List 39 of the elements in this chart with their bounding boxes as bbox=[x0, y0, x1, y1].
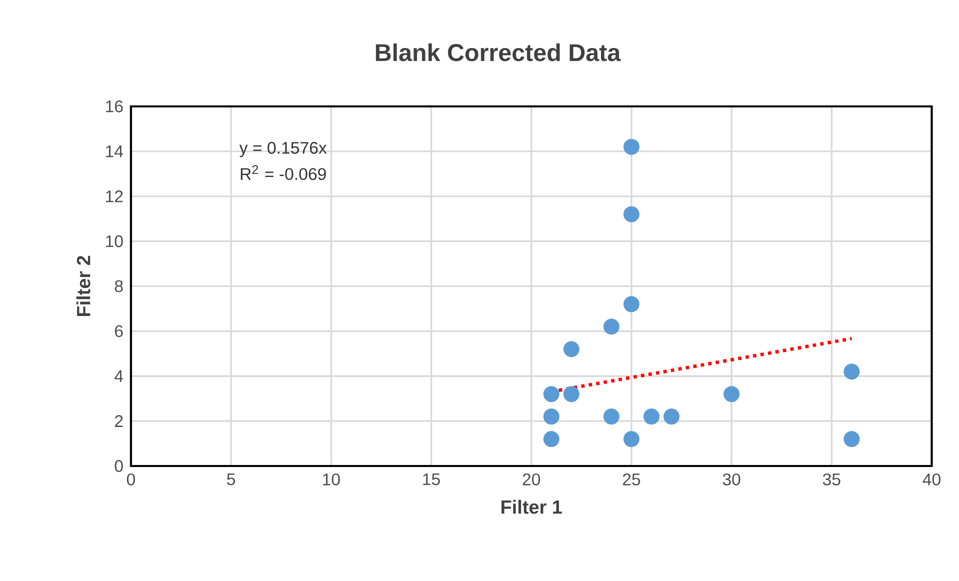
point bbox=[623, 206, 640, 222]
annotation: R$^{2}$ = -0.069 bbox=[240, 165, 326, 180]
x-tick-label: 5 bbox=[227, 473, 236, 486]
y-axis-title: Filter 2 bbox=[76, 256, 90, 316]
point bbox=[543, 408, 560, 425]
y-tick-label: 14 bbox=[106, 146, 124, 158]
y-tick-label: 4 bbox=[114, 370, 124, 382]
x-tick-label: 0 bbox=[126, 473, 136, 486]
y-tick-label: 0 bbox=[114, 460, 123, 472]
y-tick-label: 10 bbox=[106, 235, 123, 248]
point bbox=[563, 386, 580, 402]
y-tick-label: 12 bbox=[106, 190, 123, 202]
annotation: y = 0.1576x bbox=[239, 142, 327, 158]
x-tick-label: 40 bbox=[922, 473, 940, 486]
y-tick-label: 2 bbox=[115, 415, 123, 427]
x-tick-label: 35 bbox=[822, 473, 840, 486]
x-tick-label: 25 bbox=[622, 473, 640, 486]
y-tick-label: 8 bbox=[114, 280, 123, 292]
x-axis-title: Filter 1 bbox=[502, 500, 562, 514]
point bbox=[844, 364, 860, 380]
y-tick-label: 16 bbox=[106, 100, 123, 112]
point bbox=[543, 431, 560, 448]
x-tick-label: 15 bbox=[423, 473, 440, 486]
point bbox=[623, 138, 640, 155]
point bbox=[563, 341, 580, 358]
point bbox=[603, 408, 620, 425]
point bbox=[643, 408, 660, 425]
point bbox=[663, 408, 680, 425]
x-tick-label: 10 bbox=[323, 473, 340, 486]
point bbox=[623, 296, 640, 312]
point bbox=[724, 386, 740, 402]
x-tick-label: 20 bbox=[522, 473, 540, 486]
y-tick-label: 6 bbox=[115, 325, 123, 338]
point bbox=[844, 431, 860, 448]
point bbox=[623, 431, 640, 448]
x-tick-label: 30 bbox=[722, 473, 740, 486]
chart-title: Blank Corrected Data bbox=[376, 43, 621, 62]
point bbox=[543, 386, 560, 402]
point bbox=[603, 318, 620, 335]
